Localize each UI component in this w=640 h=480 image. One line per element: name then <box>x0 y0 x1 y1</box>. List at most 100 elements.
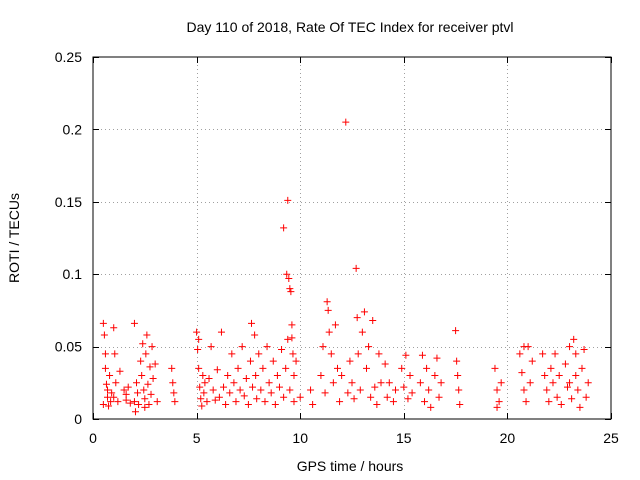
y-tick-label: 0 <box>74 411 82 427</box>
data-point <box>365 343 373 351</box>
data-point <box>284 335 292 343</box>
data-point <box>352 264 360 272</box>
data-point <box>547 364 555 372</box>
data-point <box>331 321 339 329</box>
data-point <box>283 270 291 278</box>
data-point <box>194 345 202 353</box>
data-point <box>553 393 561 401</box>
data-point <box>369 317 377 325</box>
data-point <box>400 383 408 391</box>
data-point <box>217 328 225 336</box>
data-point <box>273 372 281 380</box>
x-tick-label: 5 <box>193 430 201 446</box>
data-point <box>568 395 576 403</box>
data-point <box>356 386 364 394</box>
data-point <box>224 372 232 380</box>
data-point <box>346 357 354 365</box>
data-point <box>130 398 138 406</box>
data-point <box>354 350 362 358</box>
data-point <box>329 379 337 387</box>
data-point <box>137 357 145 365</box>
data-point <box>114 398 122 406</box>
data-point <box>319 343 327 351</box>
data-point <box>421 398 429 406</box>
data-point <box>375 350 383 358</box>
data-point <box>147 390 155 398</box>
data-point <box>584 379 592 387</box>
data-point <box>120 386 128 394</box>
data-point <box>145 401 153 409</box>
y-tick-label: 0.25 <box>55 49 82 65</box>
data-point <box>149 374 157 382</box>
data-point <box>353 314 361 322</box>
data-point <box>555 372 563 380</box>
data-point <box>169 379 177 387</box>
data-point <box>282 364 290 372</box>
data-point <box>275 383 283 391</box>
data-point <box>549 379 557 387</box>
data-point <box>574 386 582 394</box>
data-point <box>140 386 148 394</box>
data-point <box>288 334 296 342</box>
data-point <box>493 386 501 394</box>
data-point <box>280 393 288 401</box>
data-point <box>139 340 147 348</box>
data-point <box>236 386 244 394</box>
plot-frame <box>92 56 612 420</box>
grid-lines <box>93 57 611 419</box>
data-point <box>292 357 300 365</box>
chart-title: Day 110 of 2018, Rate Of TEC Index for r… <box>186 19 513 35</box>
data-point <box>392 386 400 394</box>
data-point <box>102 380 110 388</box>
y-tick-label: 0.1 <box>63 266 83 282</box>
data-point <box>209 386 217 394</box>
data-point <box>431 372 439 380</box>
data-point <box>358 328 366 336</box>
data-point <box>454 372 462 380</box>
data-point <box>336 398 344 406</box>
data-point <box>551 350 559 358</box>
data-point <box>134 389 142 397</box>
data-point <box>284 196 292 204</box>
data-point <box>290 398 298 406</box>
y-tick-label: 0.15 <box>55 194 82 210</box>
y-tick-label: 0.2 <box>63 121 83 137</box>
data-point <box>456 401 464 409</box>
data-point <box>360 308 368 316</box>
data-point <box>350 395 358 403</box>
data-point <box>220 383 228 391</box>
data-point <box>249 383 257 391</box>
data-point <box>518 369 526 377</box>
data-point <box>148 343 156 351</box>
data-point <box>168 364 176 372</box>
x-tick-label: 10 <box>292 430 308 446</box>
data-point <box>433 354 441 362</box>
y-axis-label: ROTI / TECUs <box>6 193 22 283</box>
data-point <box>570 335 578 343</box>
data-point <box>543 386 551 394</box>
data-point <box>541 372 549 380</box>
data-point <box>333 364 341 372</box>
data-point <box>528 357 536 365</box>
data-point <box>526 379 534 387</box>
data-point <box>385 379 393 387</box>
data-point <box>325 328 333 336</box>
data-point <box>170 389 178 397</box>
data-point <box>348 379 356 387</box>
data-point <box>435 393 443 401</box>
data-point <box>317 372 325 380</box>
data-point <box>389 398 397 406</box>
data-point <box>105 402 113 410</box>
data-point <box>205 374 213 382</box>
x-tick-label: 20 <box>500 430 516 446</box>
data-point <box>213 366 221 374</box>
data-point <box>520 386 528 394</box>
data-point <box>582 393 590 401</box>
data-point <box>195 364 203 372</box>
data-point <box>288 321 296 329</box>
data-point <box>135 401 143 409</box>
data-point <box>146 363 154 371</box>
data-point <box>195 335 203 343</box>
